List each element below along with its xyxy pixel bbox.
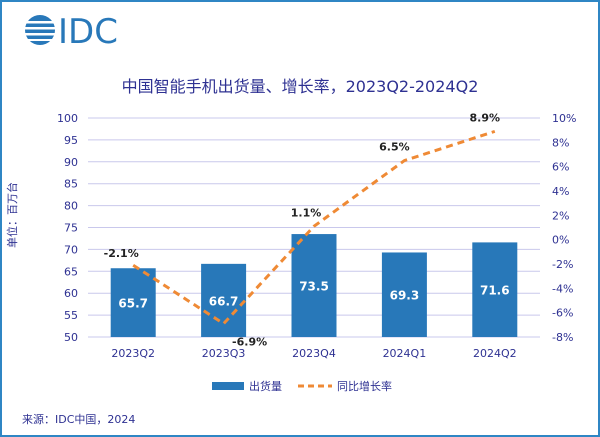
y-axis-label: 单位：百万台	[5, 182, 19, 248]
bar-data-label: 71.6	[480, 284, 510, 298]
right-tick-label: 4%	[552, 185, 569, 198]
right-tick-label: 0%	[552, 234, 569, 247]
bar	[201, 263, 247, 337]
left-tick-label: 90	[64, 156, 78, 169]
bar-data-label: 69.3	[390, 289, 420, 303]
bar	[110, 268, 156, 337]
x-tick-label: 2023Q3	[202, 347, 246, 360]
legend-bar-swatch	[212, 382, 244, 390]
x-tick-label: 2024Q2	[473, 347, 517, 360]
chart-title: 中国智能手机出货量、增长率，2023Q2-2024Q2	[122, 77, 479, 96]
bar	[291, 234, 337, 337]
left-tick-label: 50	[64, 331, 78, 344]
idc-logo: IDC	[24, 12, 118, 52]
bar-data-label: 65.7	[118, 297, 148, 311]
left-tick-label: 65	[64, 265, 78, 278]
logo-text: IDC	[58, 12, 118, 52]
x-tick-label: 2024Q1	[383, 347, 427, 360]
bar-data-label: 73.5	[299, 280, 329, 294]
right-tick-label: 2%	[552, 209, 569, 222]
line-data-label: 1.1%	[291, 206, 322, 219]
line-data-label: -6.9%	[232, 336, 267, 349]
right-tick-label: 8%	[552, 136, 569, 149]
left-tick-label: 60	[64, 287, 78, 300]
line-data-label: -2.1%	[104, 247, 139, 260]
right-tick-label: 6%	[552, 161, 569, 174]
line-data-label: 8.9%	[470, 111, 501, 124]
legend-line-label: 同比增长率	[337, 379, 392, 393]
left-tick-label: 70	[64, 243, 78, 256]
right-tick-label: -8%	[552, 331, 573, 344]
left-tick-label: 100	[57, 112, 78, 125]
left-tick-label: 95	[64, 134, 78, 147]
bar	[472, 242, 518, 337]
x-tick-label: 2023Q2	[111, 347, 155, 360]
legend-bar-label: 出货量	[249, 379, 282, 393]
left-tick-label: 75	[64, 222, 78, 235]
right-tick-label: -2%	[552, 258, 573, 271]
right-tick-label: -6%	[552, 307, 573, 320]
left-tick-label: 80	[64, 200, 78, 213]
right-tick-label: -4%	[552, 282, 573, 295]
bar	[381, 252, 427, 337]
legend: 出货量 同比增长率	[212, 379, 392, 393]
left-tick-label: 55	[64, 309, 78, 322]
bar-data-label: 66.7	[209, 294, 239, 308]
source-note: 来源：IDC中国，2024	[22, 412, 135, 426]
line-data-label: 6.5%	[379, 141, 410, 154]
right-tick-label: 10%	[552, 112, 576, 125]
x-tick-label: 2023Q4	[292, 347, 336, 360]
left-tick-label: 85	[64, 178, 78, 191]
